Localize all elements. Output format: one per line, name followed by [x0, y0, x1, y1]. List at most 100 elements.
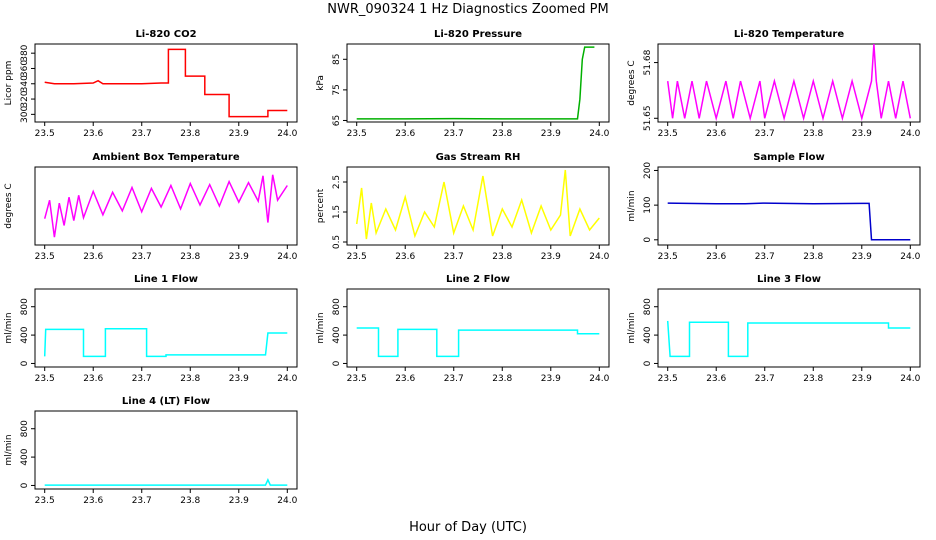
plot-frame	[34, 288, 298, 368]
x-tick-label: 23.8	[492, 374, 512, 384]
y-tick-label: 0	[643, 237, 653, 243]
x-tick-label: 23.8	[180, 252, 200, 262]
x-tick-label: 24.0	[589, 129, 609, 139]
x-tick-label: 23.6	[395, 252, 415, 262]
y-tick-label: 400	[643, 326, 653, 343]
y-tick-label: 0	[332, 360, 342, 366]
y-tick-label: 300	[20, 105, 30, 122]
x-tick-label: 23.9	[852, 129, 872, 139]
y-tick-label: 65	[332, 115, 342, 126]
x-tick-label: 23.7	[444, 129, 464, 139]
x-tick-label: 23.7	[132, 496, 152, 506]
panel-title: Li-820 Temperature	[734, 29, 844, 40]
x-tick-label: 23.9	[541, 129, 561, 139]
y-tick-label: 400	[332, 326, 342, 343]
x-tick-label: 23.8	[180, 374, 200, 384]
y-tick-label: 800	[643, 298, 653, 315]
panel-title: Li-820 Pressure	[434, 29, 522, 40]
y-tick-label: 51.68	[643, 49, 653, 75]
x-tick-label: 23.6	[395, 129, 415, 139]
y-axis-label: ml/min	[627, 190, 637, 221]
panel-title: Line 2 Flow	[446, 274, 510, 285]
data-line	[44, 477, 288, 486]
x-tick-label: 23.6	[83, 252, 103, 262]
y-tick-label: 0	[20, 360, 30, 366]
x-tick-label: 24.0	[277, 374, 297, 384]
x-tick-label: 23.7	[755, 374, 775, 384]
panel-title: Line 4 (LT) Flow	[122, 396, 210, 407]
x-tick-label: 24.0	[589, 374, 609, 384]
x-tick-label: 23.6	[83, 496, 103, 506]
panel-title: Line 3 Flow	[757, 274, 821, 285]
x-axis-label: Hour of Day (UTC)	[409, 520, 527, 535]
y-tick-label: 320	[20, 90, 30, 107]
y-axis-label: ml/min	[627, 312, 637, 343]
x-tick-label: 23.7	[132, 129, 152, 139]
x-tick-label: 23.6	[706, 129, 726, 139]
x-tick-label: 23.5	[347, 252, 367, 262]
figure-title: NWR_090324 1 Hz Diagnostics Zoomed PM	[327, 2, 609, 17]
y-axis-label: percent	[316, 188, 326, 223]
x-tick-label: 23.9	[229, 252, 249, 262]
x-tick-label: 24.0	[900, 129, 920, 139]
panel-title: Line 1 Flow	[134, 274, 198, 285]
plot-frame	[657, 43, 921, 123]
plot-frame	[34, 166, 298, 246]
y-tick-label: 800	[20, 298, 30, 315]
x-tick-label: 23.9	[541, 252, 561, 262]
data-line	[666, 320, 911, 358]
panel-title: Sample Flow	[753, 152, 825, 163]
x-tick-label: 23.8	[180, 129, 200, 139]
x-tick-label: 24.0	[277, 252, 297, 262]
x-tick-label: 24.0	[900, 374, 920, 384]
y-axis-label: ml/min	[316, 312, 326, 343]
x-tick-label: 24.0	[589, 252, 609, 262]
y-axis-label: degrees C	[4, 183, 14, 228]
x-tick-label: 23.6	[83, 129, 103, 139]
data-line	[44, 48, 288, 118]
data-line	[356, 327, 600, 358]
y-tick-label: 340	[20, 75, 30, 92]
y-tick-label: 380	[20, 44, 30, 61]
plot-frame	[34, 43, 298, 123]
x-tick-label: 23.7	[132, 252, 152, 262]
y-tick-label: 1.5	[332, 205, 342, 219]
x-tick-label: 23.8	[803, 252, 823, 262]
plot-frame	[346, 288, 610, 368]
x-tick-label: 23.8	[180, 496, 200, 506]
plot-frame	[346, 166, 610, 246]
y-axis-label: ml/min	[4, 434, 14, 465]
y-tick-label: 85	[332, 54, 342, 65]
data-line	[356, 46, 595, 120]
x-tick-label: 23.7	[755, 252, 775, 262]
x-tick-label: 23.9	[229, 496, 249, 506]
data-line	[667, 202, 911, 241]
data-line	[355, 169, 600, 240]
x-tick-label: 23.7	[755, 129, 775, 139]
x-tick-label: 23.8	[492, 252, 512, 262]
y-tick-label: 2.5	[332, 175, 342, 189]
plot-frame	[34, 410, 298, 490]
y-axis-label: ml/min	[4, 312, 14, 343]
y-tick-label: 400	[20, 326, 30, 343]
x-tick-label: 23.7	[444, 374, 464, 384]
x-tick-label: 23.5	[347, 374, 367, 384]
y-axis-label: degrees C	[627, 60, 637, 105]
y-tick-label: 800	[20, 420, 30, 437]
x-tick-label: 23.6	[706, 374, 726, 384]
x-tick-label: 23.9	[541, 374, 561, 384]
x-tick-label: 23.8	[803, 374, 823, 384]
plot-frame	[657, 288, 921, 368]
x-tick-label: 23.5	[347, 129, 367, 139]
x-tick-label: 24.0	[277, 496, 297, 506]
y-tick-label: 0	[20, 482, 30, 488]
x-tick-label: 23.5	[658, 129, 678, 139]
panel-title: Gas Stream RH	[436, 152, 521, 163]
y-axis-label: Licor ppm	[4, 61, 14, 106]
x-tick-label: 23.6	[395, 374, 415, 384]
panel-title: Li-820 CO2	[135, 29, 196, 40]
x-tick-label: 23.9	[229, 129, 249, 139]
x-tick-label: 23.5	[35, 496, 55, 506]
x-tick-label: 24.0	[900, 252, 920, 262]
y-tick-label: 100	[643, 196, 653, 213]
